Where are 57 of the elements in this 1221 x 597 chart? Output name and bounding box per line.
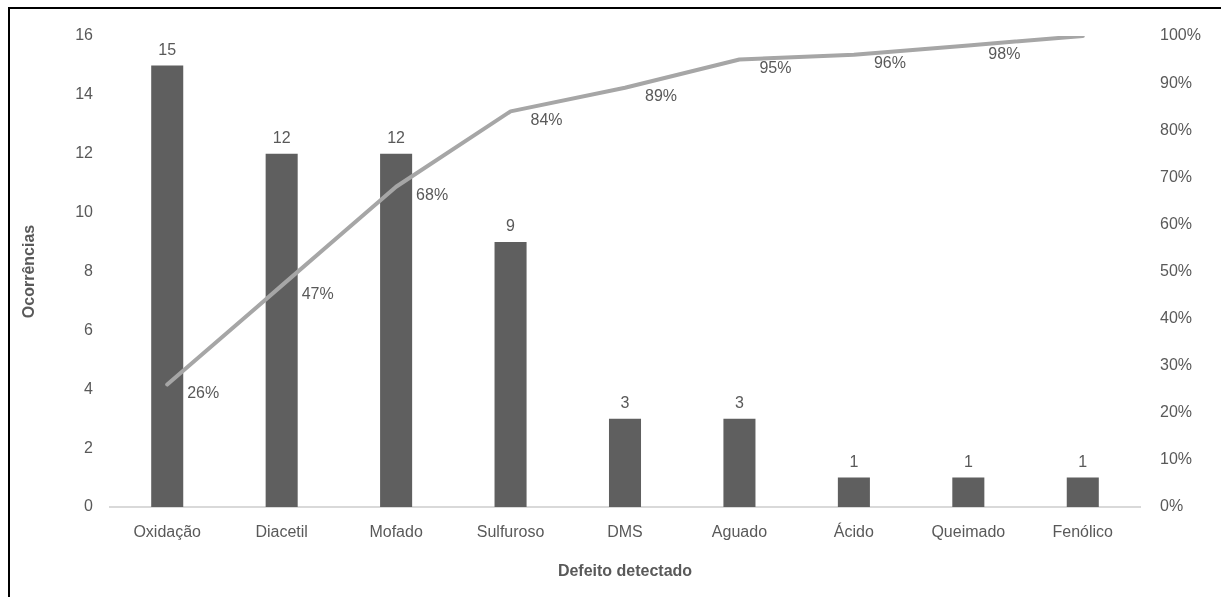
data-label: 47% bbox=[301, 285, 334, 303]
y2-tick-label: 80% bbox=[1160, 120, 1193, 138]
bar bbox=[952, 477, 985, 507]
x-tick-label: Mofado bbox=[369, 523, 423, 541]
x-tick-label: Diacetil bbox=[255, 523, 308, 541]
data-label: 89% bbox=[645, 87, 678, 105]
y2-tick-label: 20% bbox=[1160, 403, 1193, 421]
y-tick-label: 4 bbox=[84, 379, 94, 397]
bar bbox=[1066, 477, 1099, 507]
data-label: 1 bbox=[1078, 452, 1088, 470]
data-label: 95% bbox=[759, 58, 792, 76]
y2-tick-label: 30% bbox=[1160, 356, 1193, 374]
data-label: 98% bbox=[988, 44, 1021, 62]
y2-tick-label: 0% bbox=[1160, 497, 1184, 515]
data-label: 12 bbox=[272, 129, 291, 147]
data-label: 84% bbox=[530, 110, 563, 128]
y-tick-label: 6 bbox=[84, 320, 94, 338]
data-label: 26% bbox=[187, 383, 220, 401]
data-label: 9 bbox=[506, 217, 516, 235]
data-label: 96% bbox=[873, 54, 906, 72]
y2-tick-label: 60% bbox=[1160, 214, 1193, 232]
x-tick-label: Fenólico bbox=[1052, 523, 1114, 541]
x-tick-label: Aguado bbox=[711, 523, 768, 541]
data-label: 3 bbox=[734, 394, 744, 412]
y-tick-label: 8 bbox=[84, 261, 94, 279]
x-tick-label: Oxidação bbox=[133, 523, 202, 541]
y-tick-label: 14 bbox=[75, 85, 94, 103]
y2-tick-label: 90% bbox=[1160, 73, 1193, 91]
bar bbox=[151, 65, 184, 507]
y-tick-label: 12 bbox=[75, 144, 94, 162]
x-tick-label: Sulfuroso bbox=[476, 523, 545, 541]
bar bbox=[380, 153, 413, 507]
y-axis-title: Ocorrências bbox=[20, 224, 38, 319]
y2-tick-label: 40% bbox=[1160, 309, 1193, 327]
y2-tick-label: 50% bbox=[1160, 261, 1193, 279]
data-label: 68% bbox=[416, 186, 449, 204]
x-tick-label: DMS bbox=[607, 523, 643, 541]
y-tick-label: 2 bbox=[84, 438, 94, 456]
bar bbox=[723, 418, 756, 507]
bar bbox=[837, 477, 870, 507]
y2-tick-label: 100% bbox=[1160, 26, 1201, 44]
y-tick-label: 16 bbox=[75, 26, 94, 44]
bar bbox=[265, 153, 298, 507]
bar bbox=[494, 242, 527, 507]
data-label: 1 bbox=[963, 452, 973, 470]
x-tick-label: Ácido bbox=[833, 522, 874, 541]
bar bbox=[608, 418, 642, 507]
x-tick-label: Queimado bbox=[931, 523, 1006, 541]
data-label: 15 bbox=[158, 40, 177, 58]
data-label: 3 bbox=[620, 394, 630, 412]
x-axis-title: Defeito detectado bbox=[557, 561, 693, 579]
data-label: 1 bbox=[849, 452, 859, 470]
y2-tick-label: 70% bbox=[1160, 167, 1193, 185]
y2-tick-label: 10% bbox=[1160, 450, 1193, 468]
data-label: 12 bbox=[387, 129, 406, 147]
y-tick-label: 0 bbox=[84, 497, 94, 515]
y-tick-label: 10 bbox=[75, 203, 94, 221]
